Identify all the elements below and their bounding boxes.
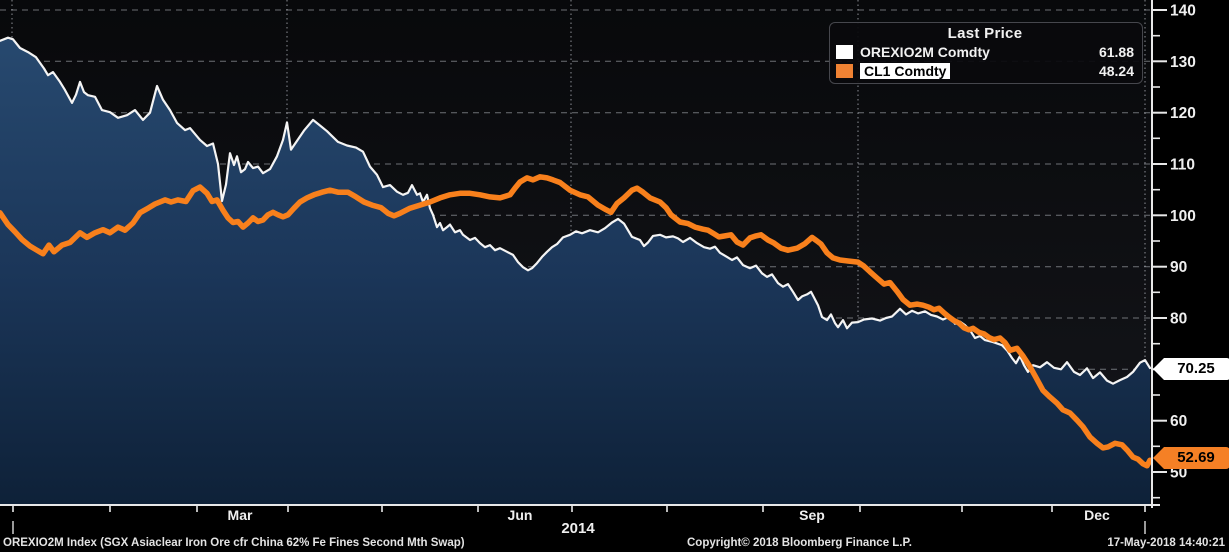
price-tag-value: 70.25 [1164,358,1229,380]
cl1-ticker-label: CL1 Comdty [860,62,951,79]
year-label: 2014 [561,520,595,537]
price-tag-value: 52.69 [1164,447,1229,469]
price-tag-arrow [1153,447,1164,469]
security-description: OREXIO2M Index (SGX Asiaclear Iron Ore c… [3,537,465,549]
month-label: Dec [1084,507,1110,523]
y-tick-label: 60 [1170,413,1187,430]
cl1-price-tag: 52.69 [1153,447,1229,469]
legend-row-cl1[interactable]: CL1 Comdty 48.24 [836,61,1134,80]
timestamp: 17-May-2018 14:40:21 [1107,537,1225,549]
price-tag-arrow [1153,358,1164,380]
cl1-last-price: 48.24 [1098,62,1134,79]
orexio2m-ticker-label: OREXIO2M Comdty [860,43,990,60]
y-tick-label: 120 [1170,105,1196,122]
month-label: Mar [228,507,253,523]
area-series [0,37,1150,505]
y-tick-label: 130 [1170,54,1196,71]
legend-row-orexio2m[interactable]: OREXIO2M Comdty 61.88 [836,42,1134,61]
legend-box[interactable]: Last Price OREXIO2M Comdty 61.88 CL1 Com… [829,22,1143,84]
orexio2m-price-tag: 70.25 [1153,358,1229,380]
area-fill-orexio2m [0,37,1150,505]
y-tick-label: 110 [1170,157,1195,174]
y-tick-label: 140 [1170,3,1196,20]
y-tick-label: 90 [1170,259,1187,276]
y-tick-label: 80 [1170,311,1187,328]
copyright-notice: Copyright© 2018 Bloomberg Finance L.P. [687,537,912,549]
legend-title: Last Price [947,25,1023,42]
month-label: Jun [508,507,533,523]
line-series [0,36,1153,469]
cl1-swatch [836,63,853,78]
month-label: Sep [799,507,825,523]
orexio2m-swatch [836,44,853,59]
y-tick-label: 100 [1170,208,1196,225]
orexio2m-last-price: 61.88 [1098,43,1134,60]
cl1-line [0,174,1153,469]
